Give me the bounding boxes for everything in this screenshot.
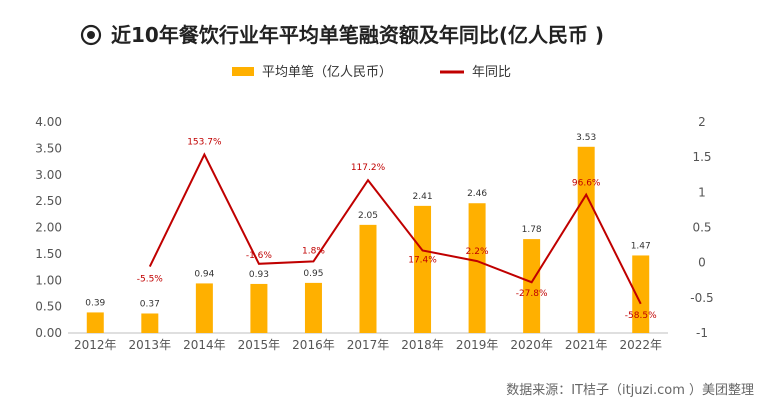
yoy-value-label: 17.4% [408, 255, 437, 265]
bar-value-label: 0.95 [303, 269, 323, 279]
yoy-line [148, 152, 642, 305]
y-right-tick-label: 1 [698, 185, 706, 199]
x-tick-label: 2018年 [401, 338, 444, 352]
x-tick-label: 2013年 [129, 338, 172, 352]
x-tick-label: 2017年 [347, 338, 390, 352]
yoy-value-label: 96.6% [572, 179, 601, 189]
x-tick-label: 2015年 [238, 338, 281, 352]
bar-value-label: 0.39 [85, 298, 105, 308]
y-left-tick-label: 1.00 [35, 273, 62, 287]
y-right-tick-label: 0 [698, 256, 706, 270]
target-icon [80, 24, 102, 46]
target-icon-dot [87, 31, 95, 39]
chart-title-group: 近10年餐饮行业年平均单笔融资额及年同比(亿人民币 ) [80, 23, 604, 47]
yoy-value-label: -5.5% [137, 275, 164, 285]
bar-value-label: 2.41 [413, 192, 433, 202]
bar [414, 205, 432, 333]
y-left-tick-label: 3.00 [35, 168, 62, 182]
axes: 0.000.501.001.502.002.503.003.504.00-1-0… [35, 115, 713, 352]
bar-value-label: 2.05 [358, 211, 378, 221]
legend-label-line: 年同比 [472, 65, 511, 80]
y-left-tick-label: 2.50 [35, 194, 62, 208]
yoy-value-label: 2.2% [466, 247, 489, 257]
yoy-value-label: -58.5% [625, 311, 657, 321]
yoy-value-label: 153.7% [187, 138, 222, 148]
bar [250, 283, 268, 333]
bar [141, 313, 159, 333]
bar-value-label: 1.78 [522, 225, 542, 235]
bar-value-label: 2.46 [467, 189, 487, 199]
bar-value-label: 1.47 [631, 241, 651, 251]
legend-label-bar: 平均单笔（亿人民币） [262, 64, 392, 80]
y-left-tick-label: 1.50 [35, 247, 62, 261]
bar [195, 283, 213, 333]
data-labels: 0.39 0.37 0.94 0.93 0.95 2.05 2.41 2.46 1.78 3.53… [85, 133, 657, 321]
bar [577, 146, 595, 333]
line-series [148, 152, 642, 305]
y-right-tick-label: -0.5 [690, 291, 713, 305]
x-tick-label: 2012年 [74, 338, 117, 352]
bar-value-label: 0.37 [140, 299, 160, 309]
y-left-tick-label: 0.00 [35, 326, 62, 340]
bar [359, 224, 377, 333]
y-right-tick-label: 1.5 [692, 150, 711, 164]
y-right-tick-label: 2 [698, 115, 706, 129]
bar [523, 239, 541, 333]
yoy-value-label: 1.8% [302, 246, 325, 256]
yoy-value-label: 117.2% [351, 163, 386, 173]
bar [86, 312, 104, 333]
yoy-value-label: -1.6% [246, 251, 273, 261]
y-right-tick-label: -1 [696, 326, 708, 340]
yoy-value-label: -27.8% [516, 289, 548, 299]
y-right-tick-label: 0.5 [692, 221, 711, 235]
y-left-tick-label: 4.00 [35, 115, 62, 129]
y-left-tick-label: 0.50 [35, 300, 62, 314]
source-note: 数据来源：IT桔子（itjuzi.com ）美团整理 [506, 383, 754, 398]
bar-value-label: 3.53 [576, 133, 596, 143]
bar [632, 255, 650, 333]
bar-value-label: 0.93 [249, 270, 269, 280]
bar [304, 282, 322, 333]
bar-value-label: 0.94 [194, 269, 214, 279]
x-tick-label: 2016年 [292, 338, 335, 352]
legend-swatch-bar [232, 67, 254, 76]
y-left-tick-label: 3.50 [35, 141, 62, 155]
x-tick-label: 2021年 [565, 338, 608, 352]
legend: 平均单笔（亿人民币） 年同比 [232, 64, 511, 80]
x-tick-label: 2019年 [456, 338, 499, 352]
x-tick-label: 2014年 [183, 338, 226, 352]
chart-title: 近10年餐饮行业年平均单笔融资额及年同比(亿人民币 ) [111, 23, 604, 47]
x-tick-label: 2022年 [619, 338, 662, 352]
x-tick-label: 2020年 [510, 338, 553, 352]
bar-series [86, 146, 650, 333]
bar [468, 203, 486, 333]
y-left-tick-label: 2.00 [35, 221, 62, 235]
